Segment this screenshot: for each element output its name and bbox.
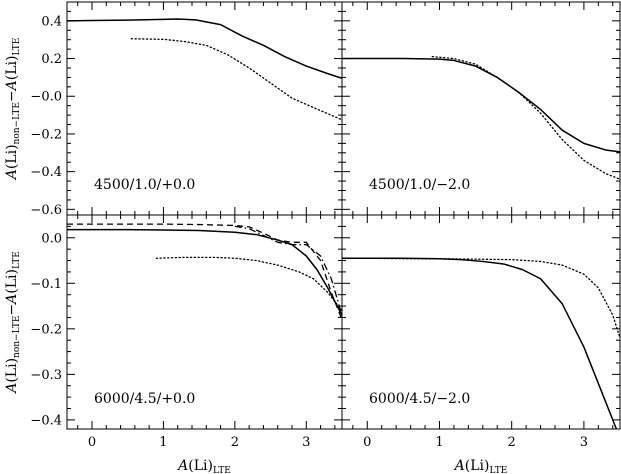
x-axis-label: A(Li)LTE <box>453 458 508 474</box>
series-line-dotted <box>130 38 342 121</box>
series-line-dotted <box>431 56 620 180</box>
series-line-dashdot <box>234 225 342 316</box>
plot-frame <box>341 214 621 430</box>
panel-label: 4500/1.0/+0.0 <box>94 177 195 193</box>
series-line-solid <box>67 228 342 316</box>
panel-label: 6000/4.5/−2.0 <box>369 391 470 407</box>
y-tick-label: 0.4 <box>41 14 62 29</box>
series-line-dashed <box>67 223 342 320</box>
y-tick-label: −0.3 <box>30 368 62 383</box>
panel-1: 0.4 0.2 −0.0 −0.2 −0.4 −0.6 4500/1.0/+0.0 A(Li)… <box>4 1 343 218</box>
panel-label: 4500/1.0/−2.0 <box>369 177 470 193</box>
y-tick-label: 0.0 <box>41 231 62 246</box>
x-tick-label: 2 <box>508 435 516 450</box>
y-tick-label: −0.6 <box>30 203 62 218</box>
y-tick-label: −0.1 <box>30 277 62 292</box>
y-tick-label: −0.4 <box>30 165 62 180</box>
x-tick-label: 1 <box>435 435 443 450</box>
series-line-solid <box>67 18 342 80</box>
y-tick-label: −0.4 <box>30 413 62 428</box>
y-axis-label: A(Li)non−LTE−A(Li)LTE <box>4 251 22 395</box>
x-tick-label: 0 <box>88 435 96 450</box>
x-tick-label: 2 <box>231 435 239 450</box>
y-tick-label: −0.2 <box>30 127 62 142</box>
series-line-solid <box>342 57 620 153</box>
x-tick-label: 0 <box>363 435 371 450</box>
panel-2: 4500/1.0/−2.0 <box>341 1 621 216</box>
x-tick-label: 3 <box>580 435 588 450</box>
y-tick-label: 0.2 <box>41 52 62 67</box>
y-tick-label: −0.0 <box>30 90 62 105</box>
y-tick-label: −0.2 <box>30 322 62 337</box>
series-line-dotted <box>155 256 342 312</box>
x-tick-label: 3 <box>302 435 310 450</box>
series-line-dotted <box>342 257 620 339</box>
x-axis-label: A(Li)LTE <box>176 458 231 474</box>
x-tick-label: 1 <box>159 435 167 450</box>
panel-4: 0 1 2 3 6000/4.5/−2.0 A(Li)LTE <box>341 214 621 474</box>
panel-3: 0 1 2 3 0.0 −0.1 −0.2 −0.3 −0.4 6000/4.5/+0.0 A(Li… <box>4 214 343 474</box>
panel-label: 6000/4.5/+0.0 <box>94 391 195 407</box>
y-axis-label: A(Li)non−LTE−A(Li)LTE <box>4 38 22 182</box>
